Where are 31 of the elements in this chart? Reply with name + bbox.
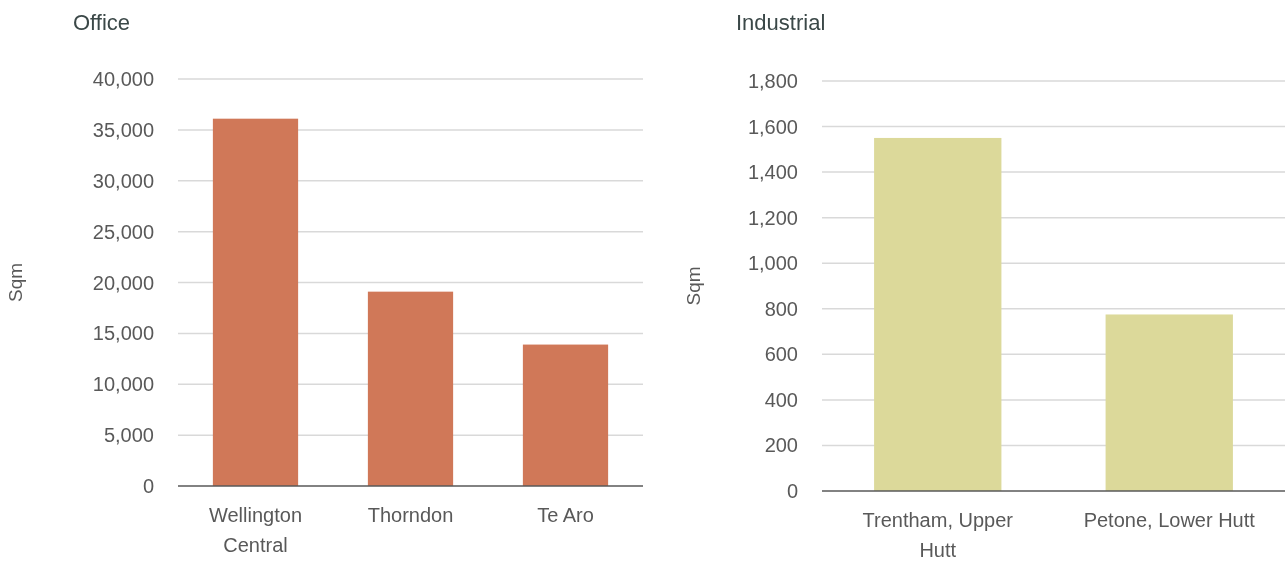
y-tick-label: 1,800	[747, 70, 798, 92]
y-tick-label: 1,000	[747, 252, 798, 275]
y-tick-label: 40,000	[92, 68, 154, 90]
y-tick-label: 800	[764, 297, 798, 320]
x-tick-label: Te Aro	[537, 504, 594, 526]
y-tick-label: 20,000	[92, 271, 154, 294]
y-tick-label: 1,600	[747, 115, 798, 138]
chart-title: Industrial	[736, 10, 826, 35]
y-tick-label: 30,000	[92, 169, 154, 192]
bar	[522, 344, 609, 486]
bar	[367, 291, 454, 486]
y-tick-label: 400	[764, 388, 798, 411]
chart-title: Office	[73, 10, 131, 35]
y-tick-label: 10,000	[92, 373, 154, 396]
y-tick-label: 200	[764, 434, 798, 457]
y-tick-label: 35,000	[92, 118, 154, 141]
bar	[212, 118, 299, 486]
y-tick-label: 5,000	[103, 424, 154, 447]
x-tick-label: Wellington Central	[208, 504, 303, 556]
x-tick-label: Trentham, Upper Hutt	[862, 509, 1014, 561]
y-axis-title: Sqm	[683, 266, 704, 306]
y-tick-label: 1,200	[747, 206, 798, 229]
x-tick-label: Petone, Lower Hutt	[1083, 509, 1256, 531]
x-tick-label: Thorndon	[367, 504, 454, 526]
y-tick-label: 1,400	[747, 161, 798, 184]
y-tick-label: 0	[142, 475, 154, 497]
y-axis-title: Sqm	[5, 262, 26, 303]
y-tick-label: 15,000	[92, 322, 154, 345]
y-tick-label: 600	[764, 343, 798, 366]
y-tick-label: 25,000	[92, 220, 154, 243]
y-tick-label: 0	[786, 480, 798, 502]
